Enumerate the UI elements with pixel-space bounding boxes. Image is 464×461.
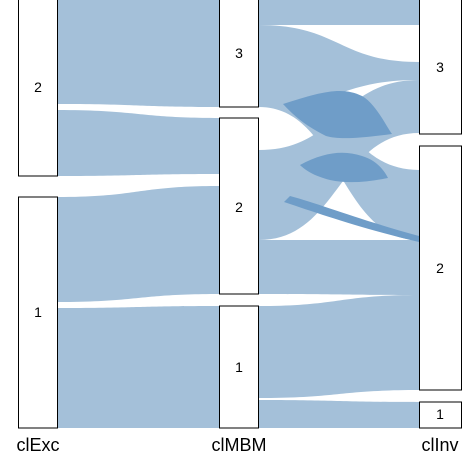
- flow-clMBM1-clInv2: [259, 295, 419, 398]
- axis-label-clExc: clExc: [16, 435, 59, 455]
- node-clInv-2: [419, 145, 462, 391]
- node-clInv-1: [419, 401, 462, 429]
- flow-clExc2-clMBM2: [58, 110, 219, 176]
- axis-label-clMBM: clMBM: [212, 435, 267, 455]
- flow-clMBM2-clInv2: [259, 240, 419, 295]
- node-clMBM-1: [219, 305, 259, 429]
- node-label-clExc-1: 1: [34, 304, 42, 320]
- flows-layer: [58, 0, 419, 428]
- axis-label-clInv: clInv: [421, 435, 458, 455]
- node-clInv-3: [419, 0, 462, 135]
- nodes-layer: 2 1 3 2 1 3 2 1: [18, 0, 462, 429]
- node-label-clMBM-3: 3: [235, 45, 243, 61]
- flow-overlap-upper: [283, 90, 392, 139]
- node-label-clMBM-2: 2: [235, 199, 243, 215]
- node-clMBM-3: [219, 0, 259, 108]
- node-label-clMBM-1: 1: [235, 359, 243, 375]
- flow-overlap-lower: [300, 152, 388, 183]
- node-label-clInv-1: 1: [436, 406, 444, 422]
- node-label-clInv-3: 3: [436, 59, 444, 75]
- flow-clExc1-clMBM1: [58, 306, 219, 428]
- node-clMBM-2: [219, 117, 259, 295]
- axis-labels: clExc clMBM clInv: [16, 435, 458, 455]
- flow-clMBM1-clInv1: [259, 400, 419, 428]
- node-label-clInv-2: 2: [436, 260, 444, 276]
- node-clExc-2: [18, 0, 58, 177]
- flow-overlap-diagonal: [284, 196, 419, 242]
- node-clExc-1: [18, 196, 58, 429]
- flow-clMBM3-clInv-top: [259, 0, 419, 25]
- node-label-clExc-2: 2: [34, 79, 42, 95]
- flow-clExc1-clMBM2: [58, 186, 219, 302]
- flow-clExc2-clMBM3: [58, 0, 219, 107]
